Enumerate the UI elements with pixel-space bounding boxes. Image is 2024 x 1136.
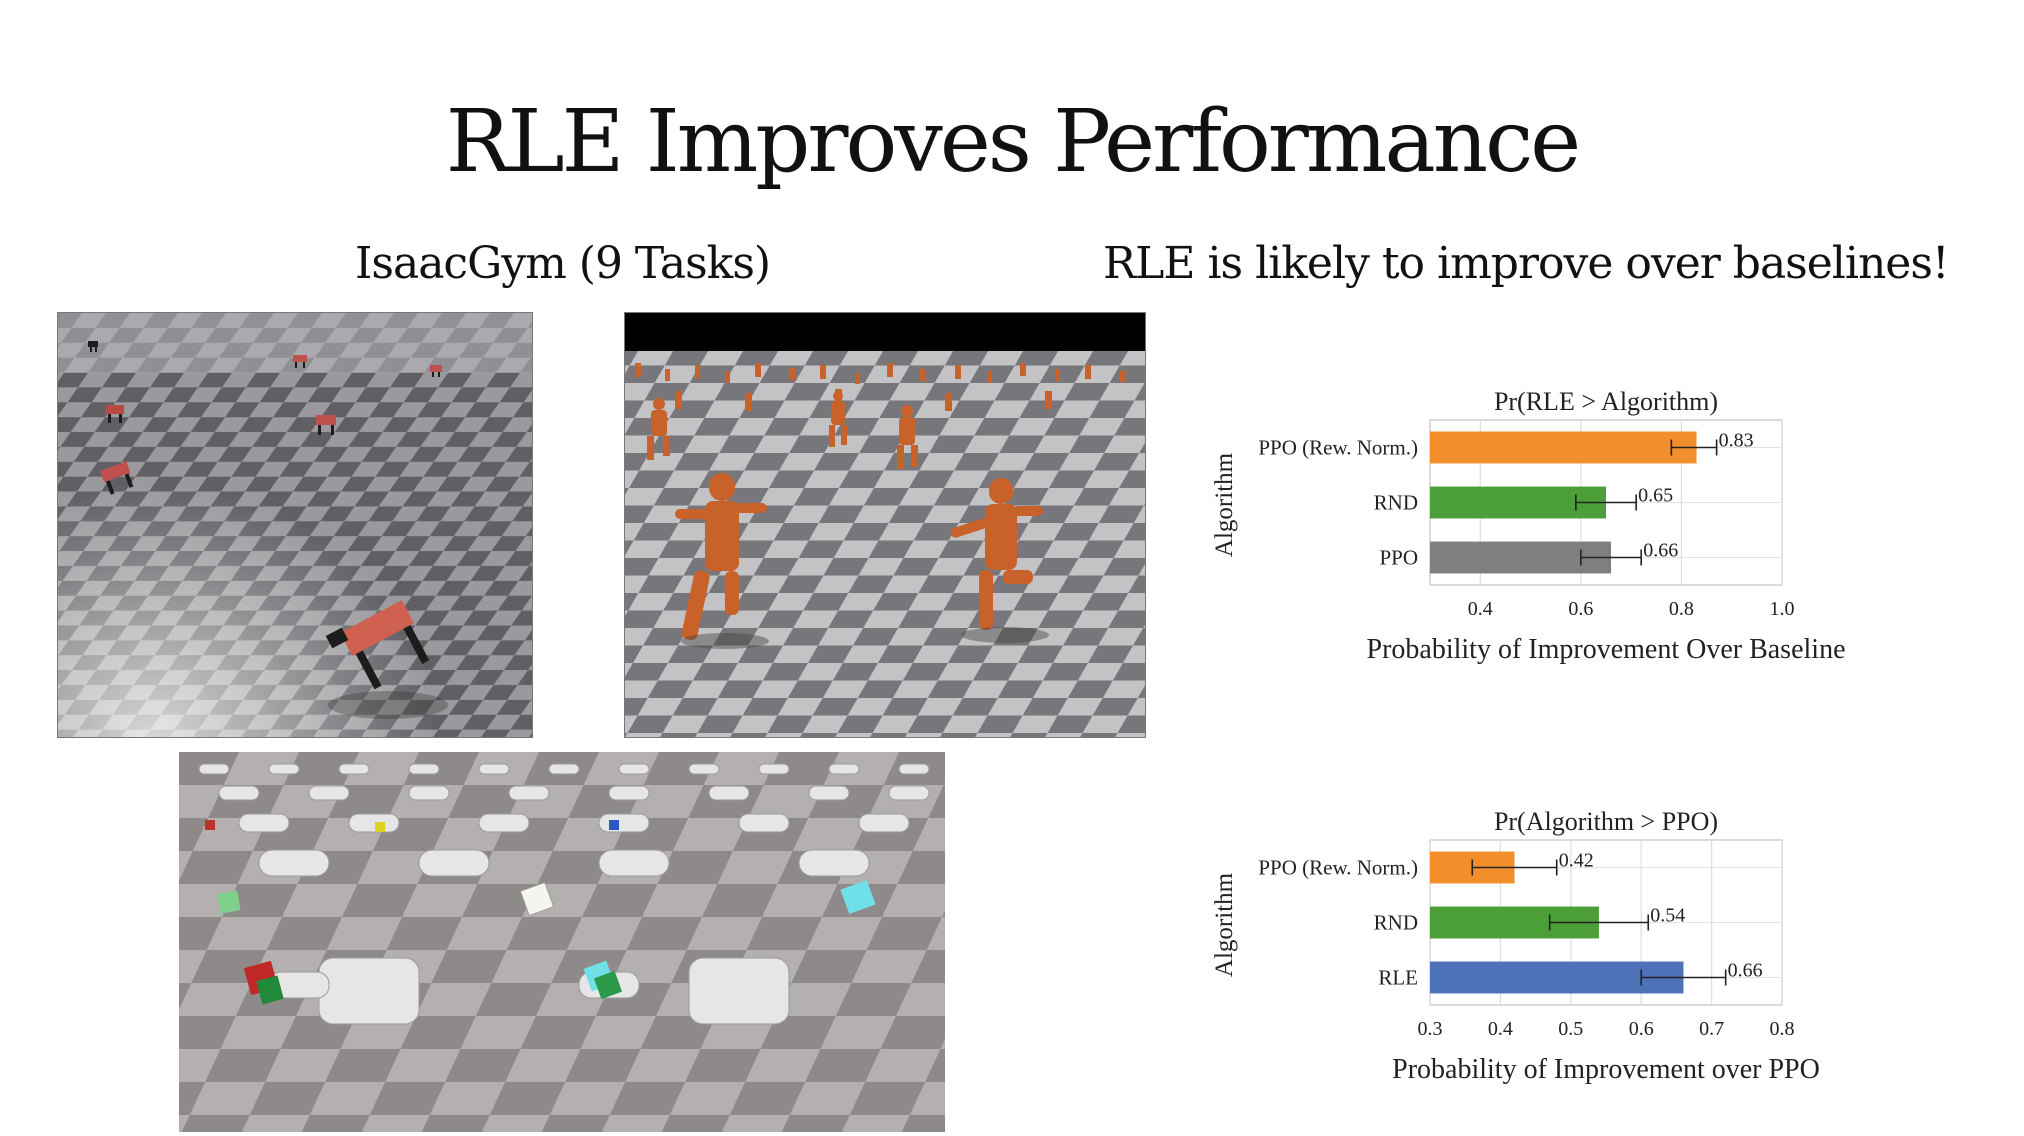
chart-pr-algorithm-greater-ppo: Pr(Algorithm > PPO) Algorithm Probabilit… <box>1211 807 1820 1085</box>
category-label: RND <box>1374 911 1418 935</box>
x-axis-title: Probability of Improvement over PPO <box>1392 1054 1820 1085</box>
value-label: 0.66 <box>1728 960 1763 982</box>
chart-pr-rle-greater: Pr(RLE > Algorithm) Algorithm Probabilit… <box>1211 387 1846 665</box>
x-axis-title: Probability of Improvement Over Baseline <box>1367 634 1846 665</box>
value-label: 0.54 <box>1650 905 1685 927</box>
x-tick-label: 0.3 <box>1418 1018 1443 1040</box>
chart-title: Pr(RLE > Algorithm) <box>1494 387 1718 416</box>
slide-title: RLE Improves Performance <box>445 92 1581 192</box>
x-tick-label: 0.6 <box>1629 1018 1654 1040</box>
robot-hands-sim-image <box>179 752 945 1132</box>
category-label: RND <box>1374 491 1418 515</box>
x-tick-label: 0.8 <box>1669 598 1694 620</box>
x-tick-label: 0.5 <box>1558 1018 1583 1040</box>
value-label: 0.65 <box>1638 485 1673 507</box>
category-label: PPO <box>1379 546 1418 570</box>
value-label: 0.66 <box>1643 540 1678 562</box>
improvement-heading: RLE is likely to improve over baselines! <box>1103 238 1950 289</box>
chart-title: Pr(Algorithm > PPO) <box>1494 807 1718 836</box>
x-tick-label: 0.4 <box>1488 1018 1513 1040</box>
x-tick-label: 0.4 <box>1468 598 1493 620</box>
isaacgym-heading: IsaacGym (9 Tasks) <box>355 238 771 289</box>
category-label: PPO (Rew. Norm.) <box>1258 856 1418 880</box>
y-axis-title: Algorithm <box>1211 872 1238 977</box>
x-tick-label: 0.6 <box>1568 598 1593 620</box>
x-tick-label: 1.0 <box>1770 598 1795 620</box>
category-label: PPO (Rew. Norm.) <box>1258 436 1418 460</box>
humanoid-sim-image <box>624 312 1146 738</box>
x-tick-label: 0.7 <box>1699 1018 1724 1040</box>
x-tick-label: 0.8 <box>1770 1018 1795 1040</box>
bar <box>1430 431 1697 464</box>
quadruped-sim-image <box>57 312 533 738</box>
value-label: 0.42 <box>1559 850 1594 872</box>
category-label: RLE <box>1378 966 1418 990</box>
value-label: 0.83 <box>1719 430 1754 452</box>
y-axis-title: Algorithm <box>1211 452 1238 557</box>
